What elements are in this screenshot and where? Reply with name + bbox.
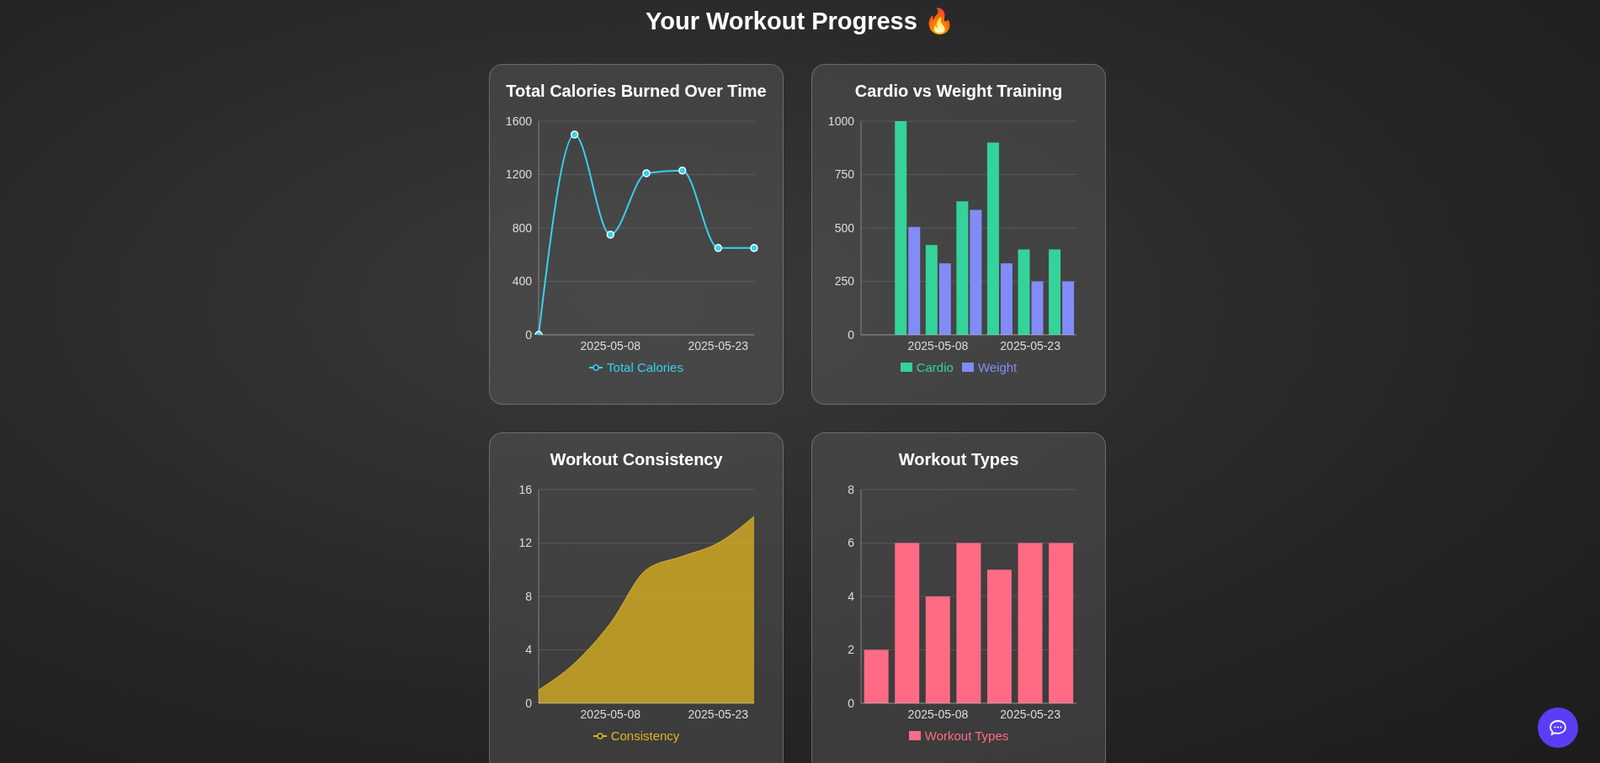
svg-text:800: 800 xyxy=(512,221,533,235)
svg-text:2025-05-08: 2025-05-08 xyxy=(580,339,642,353)
svg-text:2025-05-08: 2025-05-08 xyxy=(580,707,642,722)
svg-text:750: 750 xyxy=(834,167,856,181)
html-text:Cardio vs Weight Training: Cardio vs Weight Training xyxy=(854,81,1063,101)
html-text:Your Workout Progress 🔥: Your Workout Progress 🔥 xyxy=(645,7,955,35)
svg-text:4: 4 xyxy=(525,643,532,657)
svg-text:4: 4 xyxy=(847,590,855,604)
html-text:Total Calories Burned Over Tim: Total Calories Burned Over Time xyxy=(506,81,767,101)
svg-text:1000: 1000 xyxy=(828,114,855,128)
svg-text:0: 0 xyxy=(525,328,532,342)
svg-text:0: 0 xyxy=(847,328,855,342)
svg-text:2025-05-23: 2025-05-23 xyxy=(999,707,1061,722)
svg-text:8: 8 xyxy=(525,590,532,604)
html-text:Workout Types: Workout Types xyxy=(924,728,1009,744)
svg-text:0: 0 xyxy=(525,696,532,711)
html-text:Total Calories: Total Calories xyxy=(606,360,684,375)
html-text:Weight: Weight xyxy=(977,360,1017,375)
svg-text:500: 500 xyxy=(834,221,856,235)
svg-text:2025-05-23: 2025-05-23 xyxy=(688,339,750,353)
svg-text:400: 400 xyxy=(512,274,533,288)
svg-text:2025-05-08: 2025-05-08 xyxy=(908,707,969,722)
svg-text:0: 0 xyxy=(847,696,855,711)
svg-text:12: 12 xyxy=(518,536,532,550)
html-text:Workout Consistency: Workout Consistency xyxy=(549,450,723,469)
svg-text:2: 2 xyxy=(847,643,855,657)
svg-text:6: 6 xyxy=(847,536,855,550)
html-text:Workout Types: Workout Types xyxy=(898,450,1019,469)
svg-text:2025-05-23: 2025-05-23 xyxy=(688,707,750,722)
html-text:Consistency: Consistency xyxy=(610,728,680,744)
svg-text:1600: 1600 xyxy=(505,114,532,128)
svg-text:8: 8 xyxy=(847,483,855,497)
svg-text:16: 16 xyxy=(518,483,532,497)
svg-text:250: 250 xyxy=(834,274,856,288)
svg-text:2025-05-23: 2025-05-23 xyxy=(999,339,1061,353)
svg-text:2025-05-08: 2025-05-08 xyxy=(908,339,969,353)
html-text:Cardio: Cardio xyxy=(916,360,954,375)
svg-text:1200: 1200 xyxy=(505,167,532,181)
